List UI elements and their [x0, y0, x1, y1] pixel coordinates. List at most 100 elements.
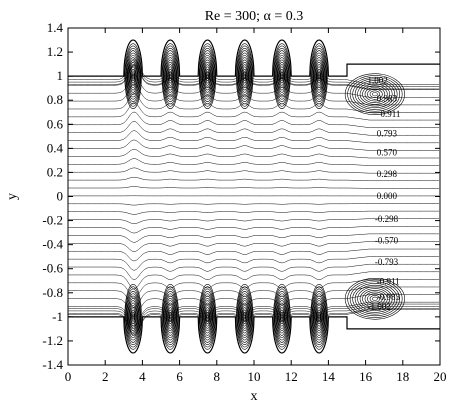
streamline — [68, 186, 440, 189]
upper-cavity-vortex — [203, 61, 212, 91]
streamline — [68, 111, 440, 128]
upper-wall — [68, 39, 440, 77]
y-tick-label: 0.8 — [47, 92, 63, 107]
lower-cavity-vortex — [200, 291, 215, 343]
lower-cavity-vortex — [125, 288, 141, 346]
lower-cavity-vortex — [236, 284, 254, 350]
upper-cavity-vortex — [165, 57, 176, 96]
x-tick-label: 20 — [434, 369, 447, 384]
lower-cavity-vortex — [169, 314, 172, 320]
lower-cavity-vortex — [131, 311, 135, 322]
lower-step-vortex — [367, 293, 383, 305]
y-tick-label: -0.4 — [42, 237, 63, 252]
upper-cavity-vortex — [129, 61, 137, 91]
lower-cavity-vortex — [240, 302, 249, 332]
streamline — [68, 176, 440, 182]
upper-step-vortex — [349, 76, 401, 112]
upper-cavity-vortex — [243, 71, 247, 82]
streamline-label: 1.002 — [367, 75, 387, 85]
lower-cavity-vortex — [242, 309, 247, 325]
upper-cavity-vortex — [164, 52, 177, 100]
y-axis-ticks: -1.4 -1.2 -1 -0.8 -0.6 -0.4 -0.2 0 0.2 0.4 0.6 0.8 1… — [42, 20, 440, 372]
upper-cavity-vortex — [205, 68, 210, 84]
lower-cavity-vortex — [237, 288, 253, 346]
y-tick-label: -0.8 — [42, 285, 63, 300]
upper-cavity-vortex — [278, 64, 286, 89]
lower-cavity-vortex — [243, 311, 247, 322]
lower-step-vortex — [349, 281, 401, 317]
upper-cavity-vortex — [130, 66, 136, 86]
upper-cavity-vortex — [318, 73, 320, 79]
lower-cavity-vortex — [203, 300, 212, 334]
upper-cavity-vortex — [314, 59, 324, 93]
lower-cavity-vortex — [161, 284, 179, 350]
x-tick-label: 18 — [396, 369, 409, 384]
lower-cavity-vortex — [310, 284, 328, 350]
upper-cavity-vortex — [126, 52, 140, 100]
lower-cavity-vortex — [312, 293, 326, 341]
streamline — [68, 210, 440, 215]
lower-cavity-vortex — [240, 300, 250, 334]
lower-cavity-vortex — [167, 304, 174, 329]
x-tick-label: 14 — [322, 369, 336, 384]
lower-cavity-vortex — [311, 288, 327, 346]
upper-cavity-vortex — [311, 47, 327, 105]
streamline-label: -0.793 — [375, 257, 399, 267]
upper-cavity-vortex — [131, 68, 136, 84]
lower-cavity-vortex — [125, 286, 142, 348]
upper-cavity-vortex — [238, 52, 251, 100]
streamline — [68, 203, 440, 206]
lower-cavity-vortex — [129, 302, 137, 332]
lower-cavity-vortex — [317, 311, 321, 322]
upper-cavity-vortex — [200, 47, 215, 105]
lower-cavity-vortex — [126, 293, 140, 341]
lower-cavity-vortex — [168, 311, 172, 322]
lower-cavity-vortex — [199, 286, 216, 348]
upper-cavity-vortex — [311, 45, 328, 107]
upper-cavity-vortex — [201, 54, 214, 98]
upper-step-vortex — [344, 73, 405, 115]
lower-cavity-vortex — [276, 295, 288, 339]
x-tick-label: 6 — [176, 369, 183, 384]
upper-cavity-vortex — [163, 50, 178, 102]
lower-cavity-vortex — [200, 288, 215, 346]
upper-cavity-vortex — [279, 68, 284, 84]
streamline — [68, 130, 440, 144]
upper-cavity-vortex — [279, 66, 285, 86]
streamline-label: -0.298 — [375, 214, 399, 224]
lower-cavity-vortex — [273, 286, 290, 348]
lower-cavity-vortex — [198, 284, 217, 350]
lower-cavity-vortex — [318, 314, 320, 320]
lower-cavity-vortex — [164, 295, 176, 339]
lower-cavity-vortex — [132, 314, 134, 320]
streamline — [68, 121, 440, 136]
upper-cavity-vortex — [166, 61, 175, 91]
lower-step-vortex — [364, 291, 386, 306]
upper-step-vortex — [367, 88, 383, 100]
lower-cavity-vortex — [281, 314, 283, 320]
upper-cavity-vortex — [243, 73, 246, 79]
upper-cavity-vortex — [277, 59, 287, 93]
upper-cavity-vortex — [239, 57, 250, 96]
streamline-labels: 0.983 0.911 0.793 0.570 0.298 0.000 -0.298 -0.5… — [367, 75, 400, 311]
y-tick-label: 0.2 — [47, 164, 63, 179]
lower-cavity-vortex — [128, 300, 138, 334]
lower-cavity-vortex — [316, 307, 322, 327]
lower-cavity-vortex — [238, 293, 251, 341]
lower-cavity-vortex — [203, 302, 212, 332]
lower-cavity-vortex — [129, 304, 137, 329]
upper-cavity-vortex — [128, 57, 139, 96]
x-tick-label: 10 — [248, 369, 261, 384]
lower-cavity-vortex — [165, 300, 175, 334]
lower-step-vortex — [354, 284, 396, 313]
lower-cavity-vortex — [276, 297, 287, 336]
upper-cavity-vortex — [124, 43, 142, 109]
lower-cavity-vortex — [241, 304, 248, 329]
y-tick-label: 1.4 — [47, 20, 64, 35]
upper-cavity-vortex — [128, 59, 138, 93]
upper-cavity-vortex — [162, 45, 179, 107]
streamline-label: -0.570 — [375, 235, 399, 245]
lower-cavity-vortex — [280, 311, 284, 322]
streamline — [68, 167, 440, 174]
lower-cavity-vortex — [131, 309, 136, 325]
